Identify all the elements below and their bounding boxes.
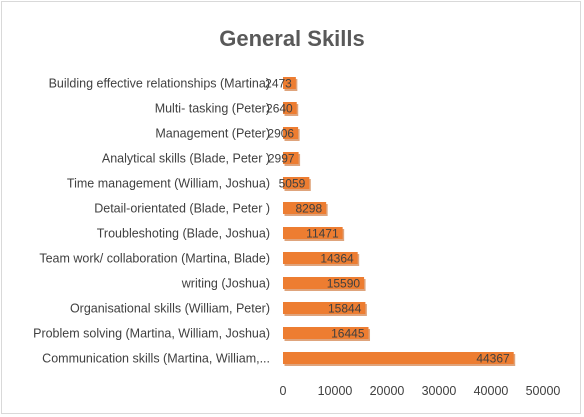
x-tick-label: 0 <box>280 384 287 398</box>
bar <box>283 102 297 114</box>
chart-title: General Skills <box>219 26 365 51</box>
category-label: Communication skills (Martina, William,.… <box>42 352 270 366</box>
data-label: 5059 <box>279 177 306 191</box>
bar <box>283 277 365 289</box>
bar <box>283 227 343 239</box>
category-label: Problem solving (Martina, William, Joshu… <box>33 327 270 341</box>
bar <box>283 152 299 164</box>
bars-layer <box>283 77 516 366</box>
bar <box>283 327 369 339</box>
x-tick-label: 20000 <box>370 384 405 398</box>
x-tick-label: 10000 <box>318 384 353 398</box>
category-label: Organisational skills (William, Peter) <box>70 302 270 316</box>
data-label: 15844 <box>328 302 362 316</box>
bar <box>283 77 296 89</box>
data-labels: 2473 2640 2906 2997 5059 8298 11471 14364 15590 1… <box>265 77 510 366</box>
category-label: Troubleshoting (Blade, Joshua) <box>97 227 270 241</box>
category-label: Analytical skills (Blade, Peter ) <box>102 152 270 166</box>
data-label: 16445 <box>331 327 365 341</box>
category-label: Building effective relationships (Martin… <box>49 77 270 91</box>
x-tick-label: 40000 <box>474 384 509 398</box>
bar <box>283 302 366 314</box>
bar <box>283 202 327 214</box>
x-tick-label: 50000 <box>526 384 561 398</box>
x-axis-tick-labels: 0 10000 20000 30000 40000 50000 <box>280 384 561 398</box>
data-label: 2640 <box>266 102 293 116</box>
category-label: Multi- tasking (Peter) <box>155 102 270 116</box>
data-label: 2906 <box>267 127 294 141</box>
bar <box>283 352 514 364</box>
data-label: 14364 <box>320 252 354 266</box>
category-label: Detail-orientated (Blade, Peter ) <box>94 202 270 216</box>
category-label: Team work/ collaboration (Martina, Blade… <box>39 252 270 266</box>
category-labels: Building effective relationships (Martin… <box>33 77 270 366</box>
data-label: 44367 <box>476 352 510 366</box>
data-label: 15590 <box>327 277 361 291</box>
data-label: 8298 <box>295 202 322 216</box>
category-label: writing (Joshua) <box>181 277 270 291</box>
data-label: 11471 <box>306 227 339 241</box>
bar <box>283 127 299 139</box>
x-tick-label: 30000 <box>422 384 457 398</box>
data-label: 2997 <box>268 152 295 166</box>
bar <box>283 252 358 264</box>
bar <box>283 177 310 189</box>
category-label: Time management (William, Joshua) <box>67 177 270 191</box>
data-label: 2473 <box>265 77 292 91</box>
category-label: Management (Peter) <box>155 127 270 141</box>
